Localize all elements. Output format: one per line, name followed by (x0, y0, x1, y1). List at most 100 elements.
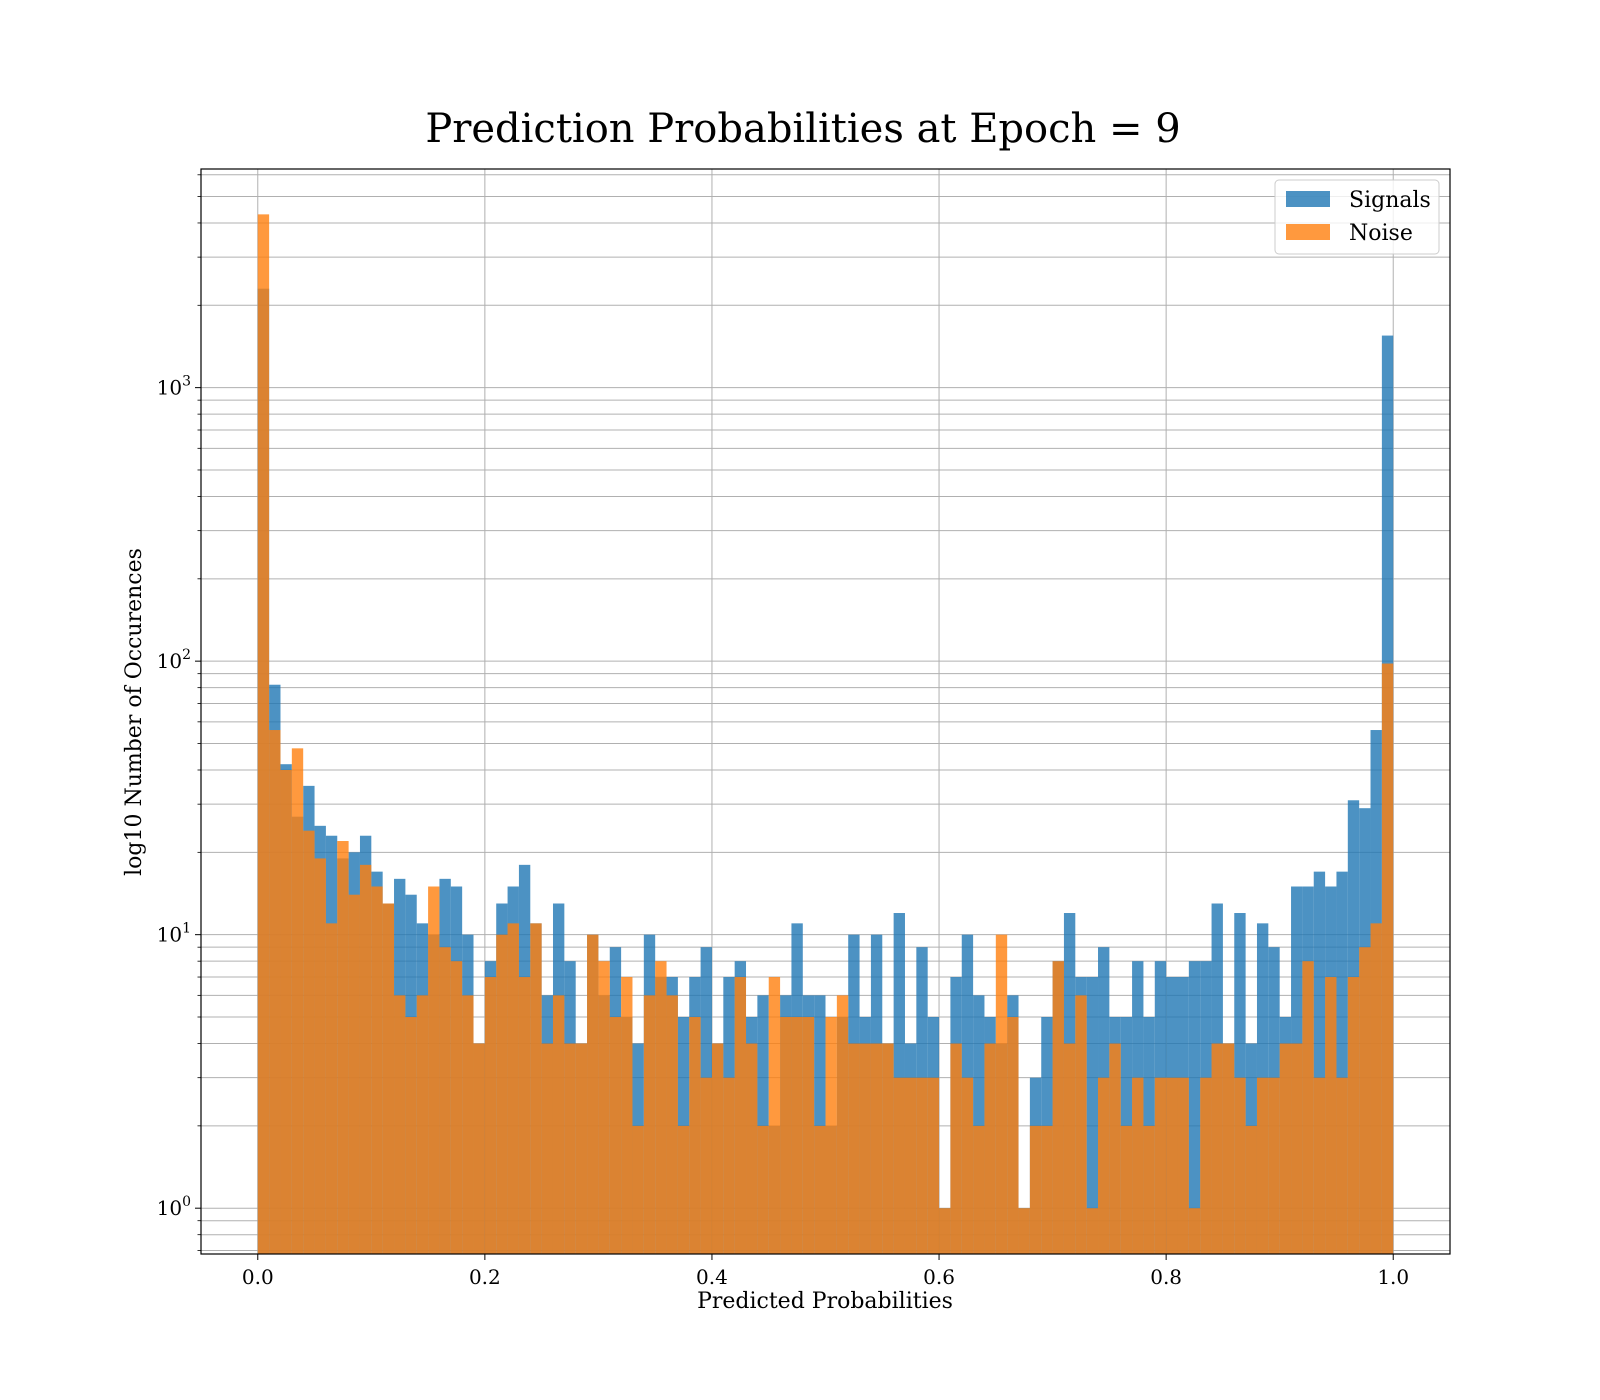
noise-bar (291, 748, 304, 1254)
noise-bar (1063, 1043, 1076, 1254)
x-tick-label: 0.2 (469, 1265, 501, 1289)
legend-label-noise: Noise (1349, 221, 1413, 246)
noise-bar (564, 1043, 576, 1254)
noise-bar (904, 1077, 917, 1254)
noise-bar (723, 1077, 735, 1254)
x-tick-label: 0.0 (242, 1265, 274, 1289)
noise-bar (1222, 1043, 1235, 1254)
noise-bar (848, 1043, 860, 1254)
noise-bar (348, 894, 360, 1254)
noise-bar (643, 995, 656, 1254)
noise-bar (984, 1043, 996, 1254)
x-tick-label: 0.6 (923, 1265, 955, 1289)
noise-bar (280, 769, 292, 1254)
noise-bar (1211, 1043, 1223, 1254)
legend-swatch-signals (1286, 191, 1330, 207)
noise-bar (802, 1017, 815, 1254)
noise-bar (1098, 1077, 1110, 1254)
noise-bar (757, 1125, 769, 1254)
noise-bar (1143, 1125, 1155, 1254)
noise-bar (1007, 1017, 1019, 1254)
signals-bar (757, 995, 769, 1254)
noise-bar (1291, 1043, 1303, 1254)
noise-bar (1336, 1077, 1348, 1254)
signals-bar (1086, 977, 1099, 1254)
noise-bar (1325, 977, 1337, 1254)
noise-bar (734, 977, 747, 1254)
x-tick-label: 0.8 (1150, 1265, 1182, 1289)
noise-bar (609, 1017, 622, 1254)
noise-bar (632, 1125, 644, 1254)
noise-bar (371, 886, 383, 1254)
y-axis-label: log10 Number of Occurences (122, 548, 147, 876)
noise-bar (405, 1017, 417, 1254)
x-tick-label: 0.4 (696, 1265, 728, 1289)
legend-label-signals: Signals (1349, 188, 1431, 213)
noise-bar (973, 1125, 985, 1254)
noise-bar (1381, 663, 1394, 1254)
noise-bar (825, 1017, 837, 1254)
noise-series-bars (257, 214, 1394, 1254)
noise-bar (1120, 1125, 1133, 1254)
noise-bar (530, 923, 542, 1254)
signals-bar (1313, 871, 1326, 1254)
noise-bar (473, 1043, 485, 1254)
noise-bar (746, 1043, 758, 1254)
noise-bar (1370, 923, 1382, 1254)
noise-bar (462, 995, 474, 1254)
y-axis-ticks: 100 101 102 103 (157, 174, 201, 1251)
noise-bar (621, 977, 633, 1254)
noise-bar (814, 1125, 826, 1254)
x-axis-label: Predicted Probabilities (697, 1289, 953, 1314)
noise-bar (1154, 1077, 1167, 1254)
legend: Signals Noise (1274, 179, 1440, 255)
noise-bar (484, 977, 497, 1254)
noise-bar (1256, 1077, 1269, 1254)
noise-bar (666, 995, 678, 1254)
noise-bar (1347, 977, 1360, 1254)
noise-bar (587, 934, 599, 1254)
noise-bar (939, 1208, 951, 1254)
noise-bar (916, 1077, 928, 1254)
noise-bar (780, 1017, 792, 1254)
noise-bar (711, 1043, 724, 1254)
noise-bar (496, 934, 508, 1254)
noise-bar (927, 1077, 940, 1254)
noise-bar (507, 923, 519, 1254)
noise-bar (416, 995, 429, 1254)
noise-bar (257, 214, 270, 1254)
signals-bar (1188, 961, 1201, 1254)
noise-bar (836, 995, 849, 1254)
noise-bar (1041, 1125, 1053, 1254)
noise-bar (655, 961, 667, 1254)
noise-bar (314, 858, 326, 1254)
noise-bar (1018, 1208, 1030, 1254)
noise-bar (950, 1043, 962, 1254)
noise-bar (768, 977, 781, 1254)
noise-bar (859, 1043, 871, 1254)
y-tick-label: 100 (157, 1194, 191, 1220)
noise-bar (1188, 1208, 1201, 1254)
x-axis-ticks: 0.0 0.2 0.4 0.6 0.8 1.0 (242, 1254, 1409, 1289)
noise-bar (1200, 1077, 1212, 1254)
noise-bar (700, 1077, 712, 1254)
noise-bar (359, 864, 372, 1254)
noise-bar (870, 1043, 883, 1254)
noise-bar (1302, 961, 1314, 1254)
noise-bar (337, 841, 349, 1254)
chart-title: Prediction Probabilities at Epoch = 9 (425, 106, 1180, 152)
noise-bar (1268, 1077, 1280, 1254)
signals-bar (814, 995, 826, 1254)
noise-bar (394, 995, 406, 1254)
noise-bar (961, 1077, 974, 1254)
noise-bar (882, 1043, 894, 1254)
noise-bar (1132, 1077, 1144, 1254)
noise-bar (1245, 1125, 1257, 1254)
y-tick-label: 101 (157, 921, 191, 947)
noise-bar (382, 903, 395, 1254)
noise-bar (541, 1043, 553, 1254)
noise-bar (598, 961, 610, 1254)
noise-bar (995, 934, 1008, 1254)
noise-bar (1234, 1077, 1246, 1254)
